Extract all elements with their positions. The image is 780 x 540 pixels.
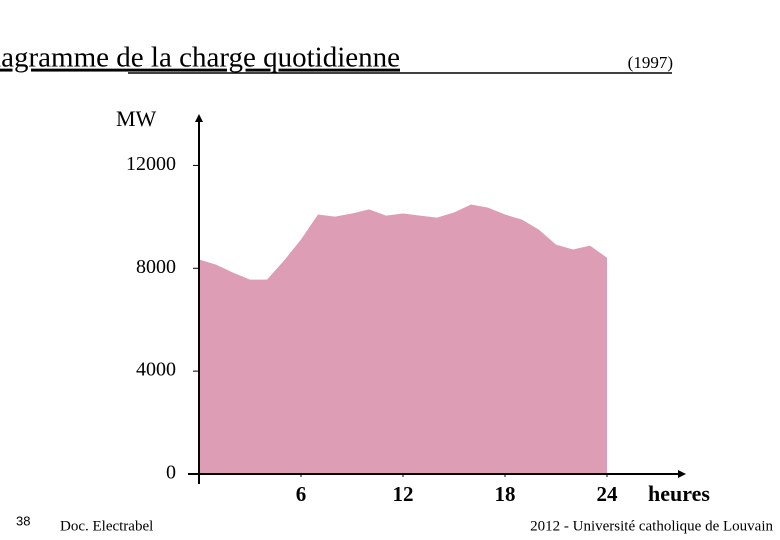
chart-title: Diagramme de la charge quotidienne (0, 42, 400, 74)
x-tick-label: 12 (393, 482, 414, 506)
y-tick-label: 4000 (136, 359, 176, 381)
y-tick-label: 0 (166, 462, 176, 484)
y-tick-label: 12000 (126, 153, 176, 175)
y-axis-arrow (195, 114, 203, 122)
chart-subtitle: (1997) (628, 53, 673, 72)
y-axis-label: MW (116, 106, 157, 131)
x-axis-arrow (678, 470, 686, 478)
x-tick-label: 18 (495, 482, 516, 506)
area (199, 204, 607, 474)
footer: 2012 - Université catholique de Louvain (530, 518, 773, 534)
x-tick-label: 6 (296, 482, 307, 506)
x-tick-label: 24 (597, 482, 619, 506)
slide-number: 38 (16, 513, 30, 528)
x-axis-label: heures (648, 481, 710, 506)
source: Doc. Electrabel (60, 518, 153, 534)
y-tick-label: 8000 (136, 256, 176, 278)
